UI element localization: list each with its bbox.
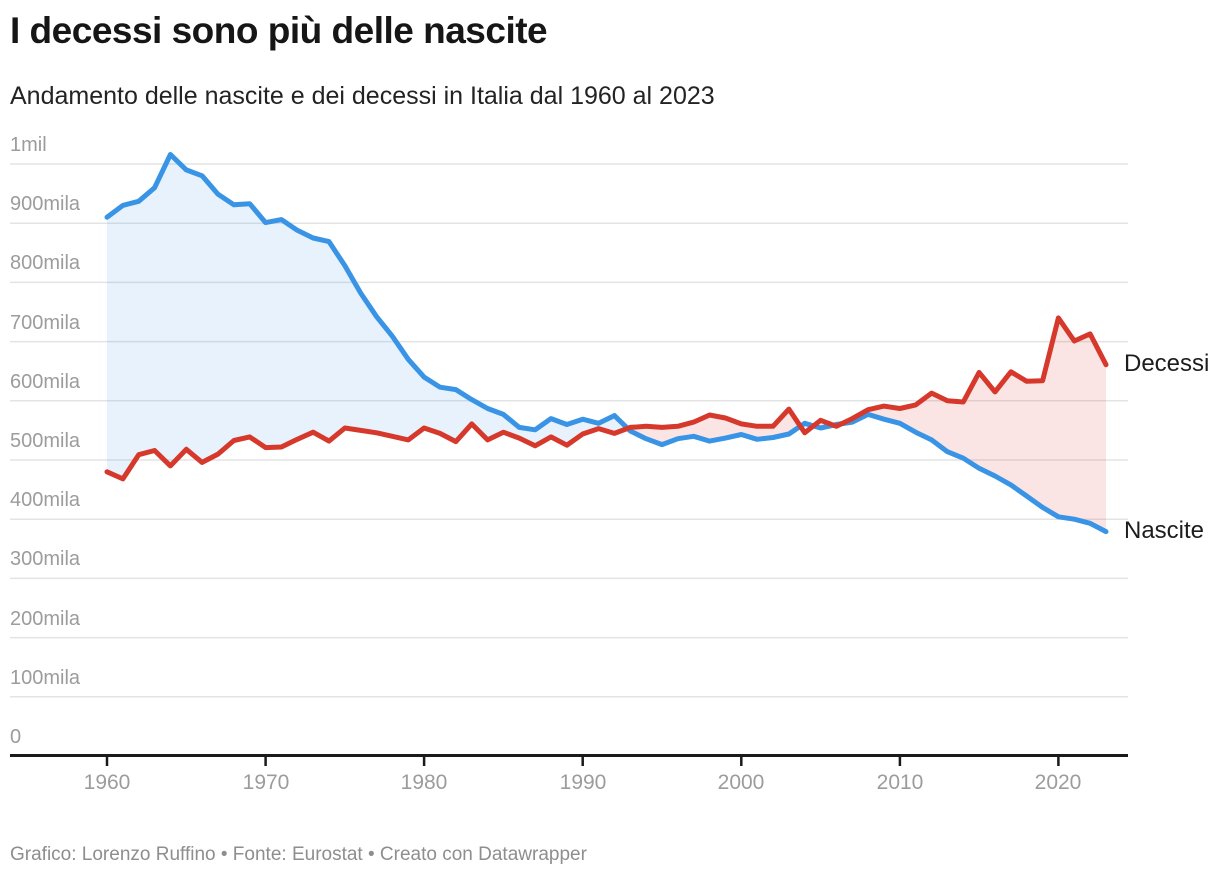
y-tick-label: 200mila [10, 608, 81, 630]
series-label-decessi: Decessi [1124, 350, 1210, 377]
x-tick-label: 2000 [717, 771, 765, 794]
line-decessi [104, 315, 1109, 482]
y-tick-label: 800mila [10, 252, 81, 274]
x-tick-label: 1980 [400, 771, 448, 794]
chart-footer: Grafico: Lorenzo Ruffino • Fonte: Eurost… [10, 844, 587, 865]
line-nascite [104, 152, 1109, 535]
y-tick-label: 900mila [10, 193, 81, 215]
y-tick-label: 700mila [10, 312, 81, 334]
y-tick-label: 300mila [10, 548, 81, 570]
series-label-nascite: Nascite [1124, 517, 1205, 544]
y-tick-label: 0 [10, 726, 22, 748]
y-tick-label: 600mila [10, 371, 81, 393]
y-tick-label: 1mil [10, 134, 47, 156]
x-tick-label: 2020 [1034, 771, 1082, 794]
x-tick-label: 2010 [876, 771, 924, 794]
area-births-surplus [107, 154, 1106, 479]
x-tick-label: 1970 [242, 771, 290, 794]
chart-title: I decessi sono più delle nascite [10, 10, 548, 51]
chart-subtitle: Andamento delle nascite e dei decessi in… [10, 82, 715, 110]
x-tick-label: 1960 [83, 771, 131, 794]
y-tick-label: 400mila [10, 489, 81, 511]
y-tick-label: 500mila [10, 430, 81, 452]
y-tick-label: 100mila [10, 667, 81, 689]
x-tick-label: 1990 [559, 771, 607, 794]
